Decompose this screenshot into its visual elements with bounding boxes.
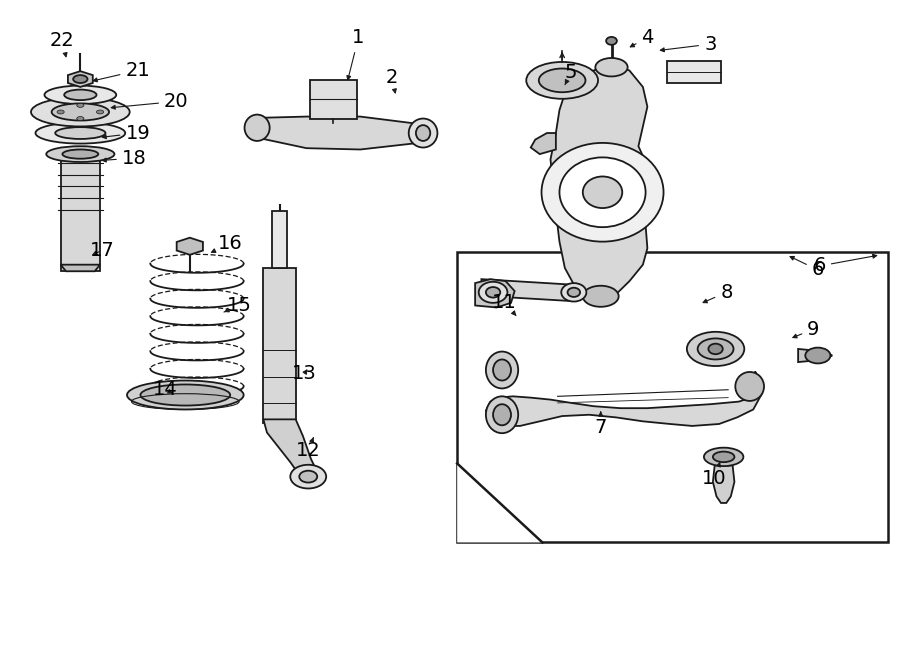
Polygon shape bbox=[551, 64, 652, 301]
Ellipse shape bbox=[31, 97, 130, 126]
Ellipse shape bbox=[526, 62, 598, 98]
Polygon shape bbox=[264, 419, 317, 482]
Text: 3: 3 bbox=[661, 34, 716, 54]
Bar bbox=[273, 211, 287, 268]
Polygon shape bbox=[531, 133, 556, 154]
Ellipse shape bbox=[735, 372, 764, 401]
Text: 8: 8 bbox=[703, 283, 733, 303]
Ellipse shape bbox=[416, 125, 430, 141]
Bar bbox=[60, 156, 100, 271]
Ellipse shape bbox=[51, 103, 109, 120]
Ellipse shape bbox=[55, 127, 105, 139]
Ellipse shape bbox=[46, 146, 114, 162]
Ellipse shape bbox=[562, 283, 587, 301]
Bar bbox=[457, 252, 887, 543]
Ellipse shape bbox=[486, 397, 518, 433]
Ellipse shape bbox=[713, 451, 734, 462]
Ellipse shape bbox=[291, 465, 326, 488]
Ellipse shape bbox=[698, 338, 733, 360]
Text: 16: 16 bbox=[212, 234, 243, 253]
Ellipse shape bbox=[64, 90, 96, 100]
Polygon shape bbox=[798, 349, 832, 362]
Ellipse shape bbox=[687, 332, 744, 366]
Polygon shape bbox=[486, 371, 762, 426]
Polygon shape bbox=[257, 116, 423, 149]
Ellipse shape bbox=[806, 348, 831, 364]
Ellipse shape bbox=[596, 58, 627, 77]
Text: 11: 11 bbox=[492, 293, 517, 315]
Ellipse shape bbox=[127, 381, 244, 409]
Ellipse shape bbox=[560, 157, 645, 227]
Ellipse shape bbox=[493, 360, 511, 381]
Polygon shape bbox=[457, 463, 543, 543]
Text: 5: 5 bbox=[565, 63, 578, 85]
Text: 9: 9 bbox=[793, 320, 820, 338]
Text: 12: 12 bbox=[296, 438, 320, 460]
Bar bbox=[667, 61, 721, 83]
Ellipse shape bbox=[486, 352, 518, 389]
Text: 4: 4 bbox=[630, 28, 653, 47]
Text: 6: 6 bbox=[814, 254, 877, 276]
Ellipse shape bbox=[583, 176, 622, 208]
Ellipse shape bbox=[300, 471, 317, 483]
Ellipse shape bbox=[96, 110, 104, 114]
Ellipse shape bbox=[140, 385, 230, 406]
Ellipse shape bbox=[708, 344, 723, 354]
Text: 10: 10 bbox=[702, 463, 727, 488]
Text: 22: 22 bbox=[50, 31, 75, 57]
Text: 21: 21 bbox=[94, 61, 150, 82]
Text: 18: 18 bbox=[103, 149, 147, 167]
Polygon shape bbox=[482, 279, 585, 301]
Text: 17: 17 bbox=[89, 241, 114, 260]
Ellipse shape bbox=[493, 405, 511, 425]
Ellipse shape bbox=[539, 69, 586, 93]
Ellipse shape bbox=[542, 143, 663, 242]
Ellipse shape bbox=[704, 447, 743, 466]
Text: 19: 19 bbox=[103, 124, 150, 143]
Ellipse shape bbox=[44, 86, 116, 104]
Text: 6: 6 bbox=[790, 256, 824, 280]
Ellipse shape bbox=[76, 116, 84, 120]
Ellipse shape bbox=[76, 103, 84, 107]
Bar bbox=[264, 268, 296, 422]
Ellipse shape bbox=[583, 286, 618, 307]
Bar bbox=[310, 81, 356, 118]
Text: 14: 14 bbox=[153, 380, 178, 399]
Text: 15: 15 bbox=[224, 296, 252, 315]
Ellipse shape bbox=[568, 288, 580, 297]
Ellipse shape bbox=[73, 75, 87, 83]
Ellipse shape bbox=[409, 118, 437, 147]
Ellipse shape bbox=[57, 110, 64, 114]
Ellipse shape bbox=[35, 122, 125, 143]
Text: 2: 2 bbox=[385, 67, 398, 93]
Ellipse shape bbox=[245, 114, 270, 141]
Text: 7: 7 bbox=[595, 412, 607, 438]
Polygon shape bbox=[68, 71, 93, 87]
Ellipse shape bbox=[606, 37, 616, 45]
Text: 13: 13 bbox=[292, 364, 317, 383]
Text: 20: 20 bbox=[112, 92, 189, 111]
Text: 1: 1 bbox=[346, 28, 364, 80]
Ellipse shape bbox=[486, 287, 500, 297]
Ellipse shape bbox=[479, 282, 508, 303]
Polygon shape bbox=[475, 279, 515, 307]
Polygon shape bbox=[713, 465, 734, 503]
Polygon shape bbox=[60, 264, 100, 271]
Ellipse shape bbox=[62, 149, 98, 159]
Polygon shape bbox=[176, 238, 202, 254]
